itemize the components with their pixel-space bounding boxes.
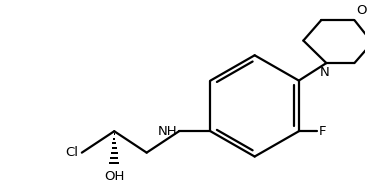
Text: F: F [319, 125, 326, 138]
Text: Cl: Cl [65, 146, 78, 159]
Text: OH: OH [104, 170, 124, 183]
Text: N: N [320, 66, 329, 79]
Text: NH: NH [158, 125, 177, 138]
Text: O: O [356, 4, 367, 17]
